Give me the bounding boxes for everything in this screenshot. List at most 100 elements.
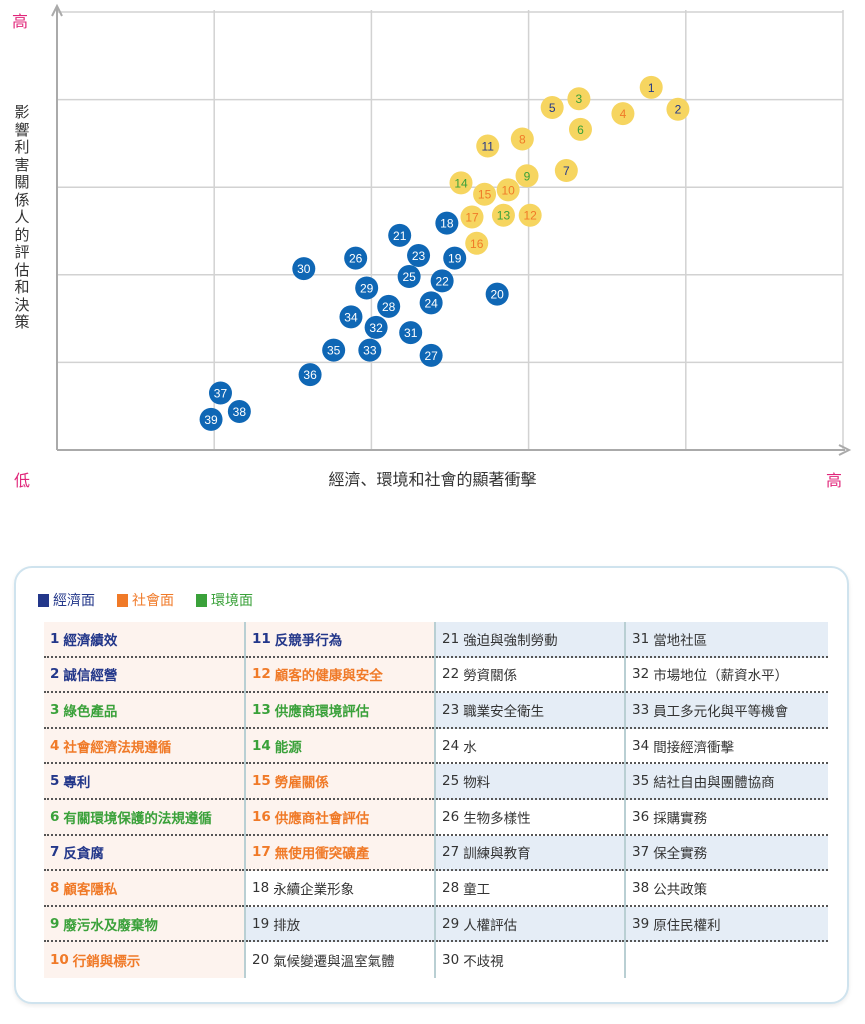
point-label-5: 5 [549,101,556,115]
point-marker-23 [407,244,431,268]
point-marker-32 [364,315,388,339]
x-axis-low-label: 低 [14,471,31,490]
point-label-33: 33 [363,344,377,358]
table-column: 31 當地社區 32 市場地位（薪資水平） 33 員工多元化與平等機會 34 間接經濟衝擊 35… [626,622,828,978]
point-label-23: 23 [412,249,426,263]
legend-social-label: 社會面 [132,593,174,609]
point-marker-21 [388,223,412,247]
point-marker-12 [518,203,542,227]
point-label-35: 35 [327,344,341,358]
point-label-25: 25 [402,270,416,284]
topic-label: 員工多元化與平等機會 [653,703,789,720]
point-marker-35 [322,338,346,362]
topic-number: 29 [442,915,460,932]
topic-number: 26 [442,808,460,825]
topic-label: 誠信經營 [63,668,118,685]
point-label-24: 24 [424,296,438,310]
point-marker-18 [435,211,459,235]
point-label-18: 18 [440,217,454,231]
point-marker-15 [473,182,497,206]
topic-number: 24 [442,737,460,754]
topic-label: 能源 [274,739,302,756]
point-marker-9 [515,164,539,188]
topic-number: 21 [442,630,460,647]
point-label-34: 34 [344,310,358,324]
table-cell: 26 生物多樣性 [436,799,624,836]
topic-number: 37 [632,844,650,861]
point-marker-28 [377,294,401,318]
point-marker-7 [554,159,578,183]
table-cell: 6 有關環境保護的法規遵循 [44,799,244,836]
table-cell: 13 供應商環境評估 [246,693,434,729]
table-cell: 20 氣候變遷與溫室氣體 [246,942,434,978]
topic-label: 顧客的健康與安全 [274,668,383,685]
topic-number: 39 [632,915,650,932]
point-label-17: 17 [465,210,479,224]
table-column: 1 經濟績效 2 誠信經營 3 綠色產品 4 社會經濟法規遵循 5 專利 6 有關環境保護的法規遵循 7… [44,622,246,978]
point-label-28: 28 [382,300,396,314]
point-label-11: 11 [481,140,494,154]
point-marker-30 [292,257,316,281]
legend-economic: 經濟面 [38,590,95,610]
topic-label: 專利 [63,775,91,792]
point-marker-14 [449,171,473,195]
topic-number: 2 [50,666,60,683]
point-label-31: 31 [404,326,418,340]
y-axis-arrow [51,3,63,17]
environmental-swatch [196,593,207,607]
table-cell: 10 行銷與標示 [44,942,244,978]
topic-number: 32 [632,666,650,683]
point-label-1: 1 [648,81,655,95]
topic-number: 22 [442,666,460,683]
table-cell: 29 人權評估 [436,906,624,943]
x-axis-title: 經濟、環境和社會的顯著衝擊 [328,470,537,489]
topic-number: 3 [50,701,60,718]
topic-number: 8 [50,879,60,896]
topic-number: 12 [252,666,271,683]
topic-table: 1 經濟績效 2 誠信經營 3 綠色產品 4 社會經濟法規遵循 5 專利 6 有關環境保護的法規遵循 7… [44,622,828,978]
topic-label: 強迫與強制勞動 [463,632,558,649]
topic-number: 34 [632,737,650,754]
table-cell: 19 排放 [246,906,434,943]
point-label-29: 29 [360,281,374,295]
topic-number: 16 [252,808,271,825]
table-cell: 22 勞資關係 [436,657,624,694]
topic-number: 33 [632,701,650,718]
table-cell: 38 公共政策 [626,871,828,907]
topic-label: 採購實務 [653,810,708,827]
topic-number: 18 [252,879,270,896]
point-marker-4 [611,102,635,126]
point-marker-38 [227,399,251,423]
topic-number: 6 [50,808,60,825]
topic-label: 物料 [463,775,491,792]
topic-label: 永續企業形象 [273,881,355,898]
table-cell: 4 社會經濟法規遵循 [44,728,244,765]
table-cell: 31 當地社區 [626,622,828,658]
point-label-37: 37 [214,387,228,401]
y-axis-title: 影響利害關係人的評估和決策 [14,103,30,331]
topic-label: 間接經濟衝擊 [653,739,735,756]
topic-label: 結社自由與團體協商 [653,775,775,792]
table-column: 11 反競爭行為 12 顧客的健康與安全 13 供應商環境評估 14 能源 15 勞雇關係 16 供應… [246,622,436,978]
point-label-2: 2 [675,103,682,117]
topic-label: 原住民權利 [653,917,721,934]
topic-label: 公共政策 [653,881,708,898]
table-cell: 27 訓練與教育 [436,835,624,872]
point-label-12: 12 [523,209,537,223]
topic-number: 14 [252,737,271,754]
topic-number: 17 [252,844,271,861]
topic-number: 38 [632,879,650,896]
topic-number: 11 [252,630,271,647]
point-marker-16 [465,231,489,255]
topic-number: 30 [442,952,460,969]
table-cell: 17 無使用衝突礦產 [246,835,434,872]
point-label-9: 9 [524,169,531,183]
topic-number: 20 [252,952,270,969]
table-cell: 28 童工 [436,871,624,907]
table-cell: 36 採購實務 [626,799,828,836]
legend-economic-label: 經濟面 [53,593,95,609]
table-cell: 35 結社自由與團體協商 [626,764,828,800]
legend-panel [14,566,849,1004]
topic-number: 5 [50,773,60,790]
table-cell: 3 綠色產品 [44,693,244,729]
